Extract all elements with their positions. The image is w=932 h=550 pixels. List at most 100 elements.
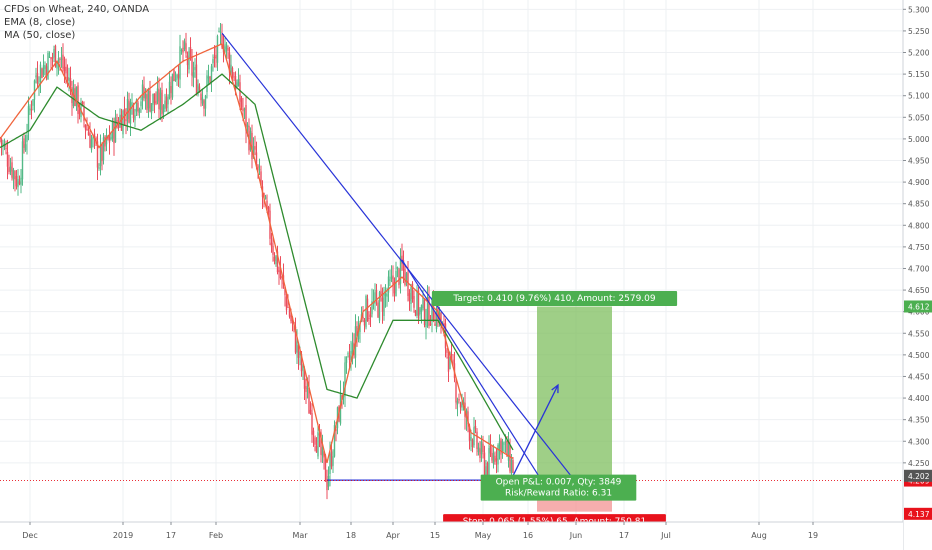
candle-body xyxy=(479,448,481,459)
candle-body xyxy=(405,273,408,283)
candle-body xyxy=(218,30,220,32)
candle-body xyxy=(270,242,273,247)
candle-body xyxy=(149,90,151,112)
candle-body xyxy=(468,425,471,441)
projection-arrow xyxy=(512,384,559,477)
candle-body xyxy=(275,255,277,265)
candle-body xyxy=(68,77,70,82)
candle-body xyxy=(71,86,73,104)
trendlines[interactable] xyxy=(0,32,903,483)
candle-body xyxy=(477,447,480,453)
candle-body xyxy=(161,90,163,115)
candle-body xyxy=(498,441,501,450)
candle-body xyxy=(329,453,331,474)
candle-body xyxy=(507,442,510,461)
candle-body xyxy=(314,437,316,445)
candle-body xyxy=(122,110,124,135)
candle-body xyxy=(368,317,370,319)
ma-legend[interactable]: MA (50, close) xyxy=(4,30,76,41)
candle-body xyxy=(231,67,234,78)
symbol-title[interactable]: CFDs on Wheat, 240, OANDA xyxy=(4,4,150,15)
candle-body xyxy=(66,77,69,81)
candle-body xyxy=(327,476,330,487)
candle-body xyxy=(216,35,219,63)
candle-body xyxy=(194,67,196,71)
candle-body xyxy=(510,459,513,474)
candle-body xyxy=(281,276,283,278)
candle-body xyxy=(470,436,472,441)
candle-body xyxy=(512,460,514,473)
candle-body xyxy=(102,137,105,161)
candle-body xyxy=(81,101,84,105)
candle-body xyxy=(137,102,139,112)
time-tick-label: 19 xyxy=(808,531,818,540)
candle-body xyxy=(311,413,313,435)
candle-body xyxy=(296,341,298,353)
candle-body xyxy=(272,245,274,255)
candle-body xyxy=(486,463,489,476)
candle-body xyxy=(365,295,367,328)
candle-body xyxy=(93,133,96,137)
candle-body xyxy=(24,144,27,151)
candle-body xyxy=(504,440,507,443)
candle-body xyxy=(452,359,454,364)
candle-body xyxy=(125,119,127,122)
candle-body xyxy=(63,66,66,72)
candle-body xyxy=(84,124,87,130)
candle-body xyxy=(422,297,424,309)
candle-body xyxy=(252,146,255,158)
candle-body xyxy=(162,105,165,114)
candlestick-series xyxy=(0,23,514,500)
time-tick-label: 16 xyxy=(523,531,533,540)
candle-body xyxy=(240,98,243,108)
candle-body xyxy=(371,301,373,315)
candle-body xyxy=(105,135,108,145)
candle-body xyxy=(215,54,217,59)
candle-body xyxy=(29,108,31,111)
candle-body xyxy=(62,54,64,69)
candle-body xyxy=(227,48,229,51)
candle-body xyxy=(431,297,433,322)
price-tag-entry: 4.202 xyxy=(908,472,930,481)
pnl-label-text: Risk/Reward Ratio: 6.31 xyxy=(505,489,612,499)
price-axis[interactable]: 4.2504.3004.3504.4004.4504.5004.5504.600… xyxy=(902,0,932,550)
candle-body xyxy=(228,52,231,73)
price-tag-stop-bg xyxy=(904,507,932,520)
candle-body xyxy=(89,133,91,148)
candle-body xyxy=(168,81,171,99)
candle-body xyxy=(260,171,262,186)
candle-body xyxy=(150,103,153,114)
candle-body xyxy=(197,84,199,95)
candle-body xyxy=(104,136,106,147)
candle-body xyxy=(0,139,3,145)
candle-body xyxy=(258,169,261,171)
candle-body xyxy=(473,427,475,446)
time-tick-label: Dec xyxy=(22,531,37,540)
candle-body xyxy=(20,177,22,185)
ema-legend[interactable]: EMA (8, close) xyxy=(4,17,76,28)
candle-body xyxy=(90,139,93,150)
candle-body xyxy=(171,73,174,98)
candle-body xyxy=(204,95,207,109)
candle-body xyxy=(317,432,319,457)
candle-body xyxy=(101,143,103,162)
candle-body xyxy=(276,251,279,273)
candle-body xyxy=(39,64,42,83)
time-tick-label: 17 xyxy=(619,531,629,540)
trendline-2 xyxy=(401,259,541,479)
candle-body xyxy=(425,321,427,327)
candle-body xyxy=(33,80,36,100)
candle-body xyxy=(404,269,406,286)
candle-body xyxy=(156,88,159,102)
candle-body xyxy=(359,323,361,333)
candle-body xyxy=(435,309,438,329)
candle-body xyxy=(15,176,18,187)
price-tag-entry-bg xyxy=(904,469,932,482)
price-tick-label: 4.850 xyxy=(908,200,930,209)
candle-body xyxy=(416,289,418,316)
time-tick-label: Mar xyxy=(292,531,308,540)
candle-body xyxy=(273,256,276,262)
candle-body xyxy=(212,59,214,64)
time-axis[interactable]: Dec 2019 17 Feb Mar 18 Apr 15 May 16 Jun 17 Jul Aug 19 xyxy=(0,521,903,550)
